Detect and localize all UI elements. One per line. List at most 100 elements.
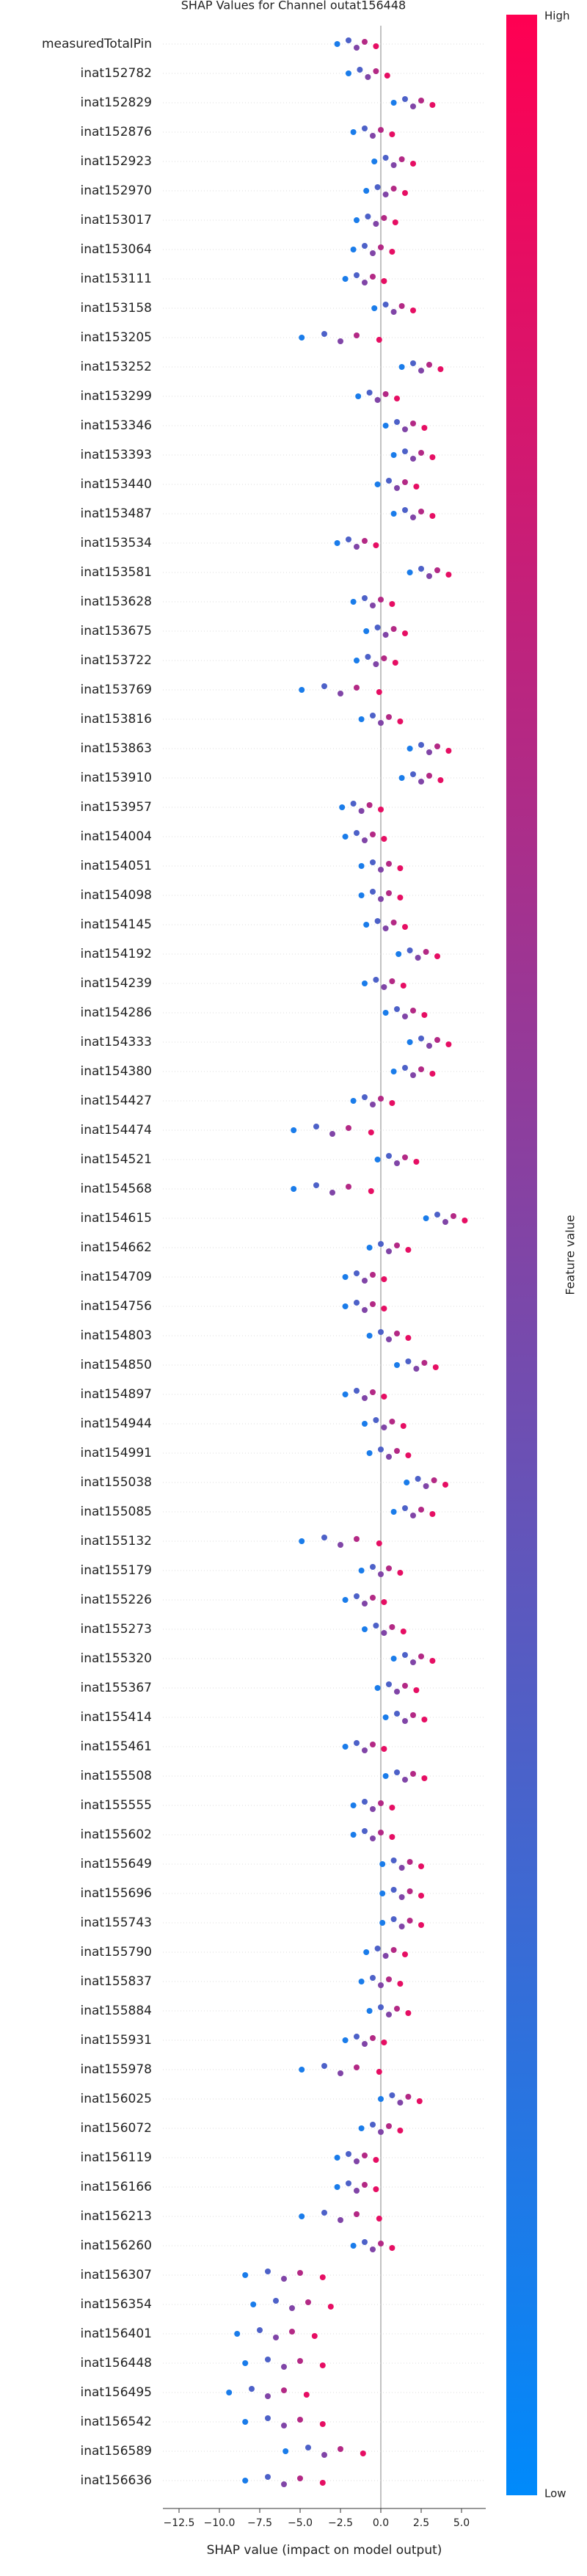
dot <box>350 1832 357 1838</box>
dot <box>362 1421 368 1427</box>
dot <box>358 2125 365 2131</box>
feature-name: inat153628 <box>81 594 152 609</box>
dot <box>334 2184 340 2190</box>
dot <box>400 1629 406 1634</box>
dot <box>445 1041 452 1047</box>
feature-name: inat154051 <box>81 859 152 873</box>
dot <box>363 188 370 194</box>
dot <box>354 544 360 550</box>
dot <box>405 2010 412 2016</box>
feature-name: inat154850 <box>81 1358 152 1372</box>
dot <box>373 68 379 74</box>
dot <box>402 1065 408 1071</box>
feature-name: inat156495 <box>81 2385 152 2400</box>
dot <box>382 423 389 429</box>
dot <box>382 302 389 308</box>
dot <box>378 2129 384 2135</box>
x-tick-label: −12.5 <box>164 2517 195 2529</box>
dot <box>381 1276 387 1282</box>
feature-name: inat155461 <box>81 1739 152 1754</box>
dot <box>354 2158 360 2164</box>
dot <box>426 573 432 579</box>
dot <box>334 540 340 546</box>
dot <box>321 1535 327 1540</box>
dot <box>373 977 379 983</box>
dot <box>434 567 440 573</box>
dot <box>378 597 384 603</box>
dot <box>299 687 305 693</box>
feature-name: inat155179 <box>81 1563 152 1578</box>
dot <box>451 1213 456 1219</box>
dot <box>265 2268 271 2274</box>
dot <box>378 2241 384 2246</box>
dot <box>370 133 376 139</box>
feature-name: inat153205 <box>81 330 152 345</box>
dot <box>386 714 392 720</box>
dot <box>418 509 424 514</box>
dot <box>373 1623 379 1629</box>
dot <box>242 2419 249 2425</box>
dot <box>384 73 390 79</box>
dot <box>418 1922 424 1928</box>
dot <box>390 1656 397 1662</box>
feature-name: inat155602 <box>81 1827 152 1842</box>
dot <box>378 1982 384 1988</box>
dot <box>378 807 384 812</box>
feature-name: inat153346 <box>81 418 152 433</box>
feature-name: inat155790 <box>81 1945 152 1960</box>
dot <box>362 2182 368 2188</box>
dot <box>362 1747 368 1753</box>
feature-name: inat153299 <box>81 389 152 404</box>
feature-name: inat156025 <box>81 2092 152 2106</box>
dot <box>350 1098 357 1104</box>
dot <box>370 274 376 280</box>
dot <box>299 1538 305 1544</box>
dot <box>429 454 436 460</box>
colorbar-label: Feature value <box>564 1215 577 1295</box>
dot <box>413 484 420 490</box>
dot <box>398 156 405 162</box>
dot <box>394 1362 400 1368</box>
colorbar-low: Low <box>544 2487 566 2500</box>
dot <box>370 1564 376 1570</box>
dot <box>402 630 408 636</box>
dot <box>386 1565 392 1571</box>
dot <box>362 980 368 986</box>
dot <box>378 1447 384 1452</box>
dot <box>358 808 365 814</box>
dot <box>418 368 424 374</box>
dot <box>370 1389 376 1395</box>
feature-name: inat155367 <box>81 1681 152 1695</box>
x-tick-label: −5.0 <box>288 2517 313 2529</box>
dot <box>389 2092 395 2098</box>
dot <box>378 1241 384 1247</box>
dot <box>370 1102 376 1107</box>
feature-name: inat156448 <box>81 2356 152 2371</box>
dot <box>386 1976 392 1982</box>
dot <box>321 683 327 689</box>
dot <box>376 337 382 343</box>
dot <box>376 1540 382 1546</box>
dot <box>404 1480 410 1485</box>
dot <box>338 691 343 696</box>
dot <box>410 308 416 313</box>
dot <box>346 2180 351 2186</box>
feature-name: inat155743 <box>81 1915 152 1930</box>
dot <box>346 1125 351 1131</box>
feature-name: inat155884 <box>81 2004 152 2018</box>
feature-name: inat156260 <box>81 2238 152 2253</box>
dot <box>394 419 400 425</box>
dot <box>281 2387 287 2393</box>
dot <box>389 1805 395 1811</box>
feature-name: inat156589 <box>81 2444 152 2459</box>
dot <box>392 660 398 666</box>
dot <box>434 743 440 749</box>
dot <box>354 2188 360 2194</box>
dot <box>426 362 432 368</box>
dot <box>434 1037 440 1043</box>
feature-name: inat156119 <box>81 2150 152 2165</box>
dot <box>378 1096 384 1102</box>
dot <box>390 1509 397 1515</box>
dot <box>282 2448 289 2454</box>
dot <box>299 2067 305 2073</box>
